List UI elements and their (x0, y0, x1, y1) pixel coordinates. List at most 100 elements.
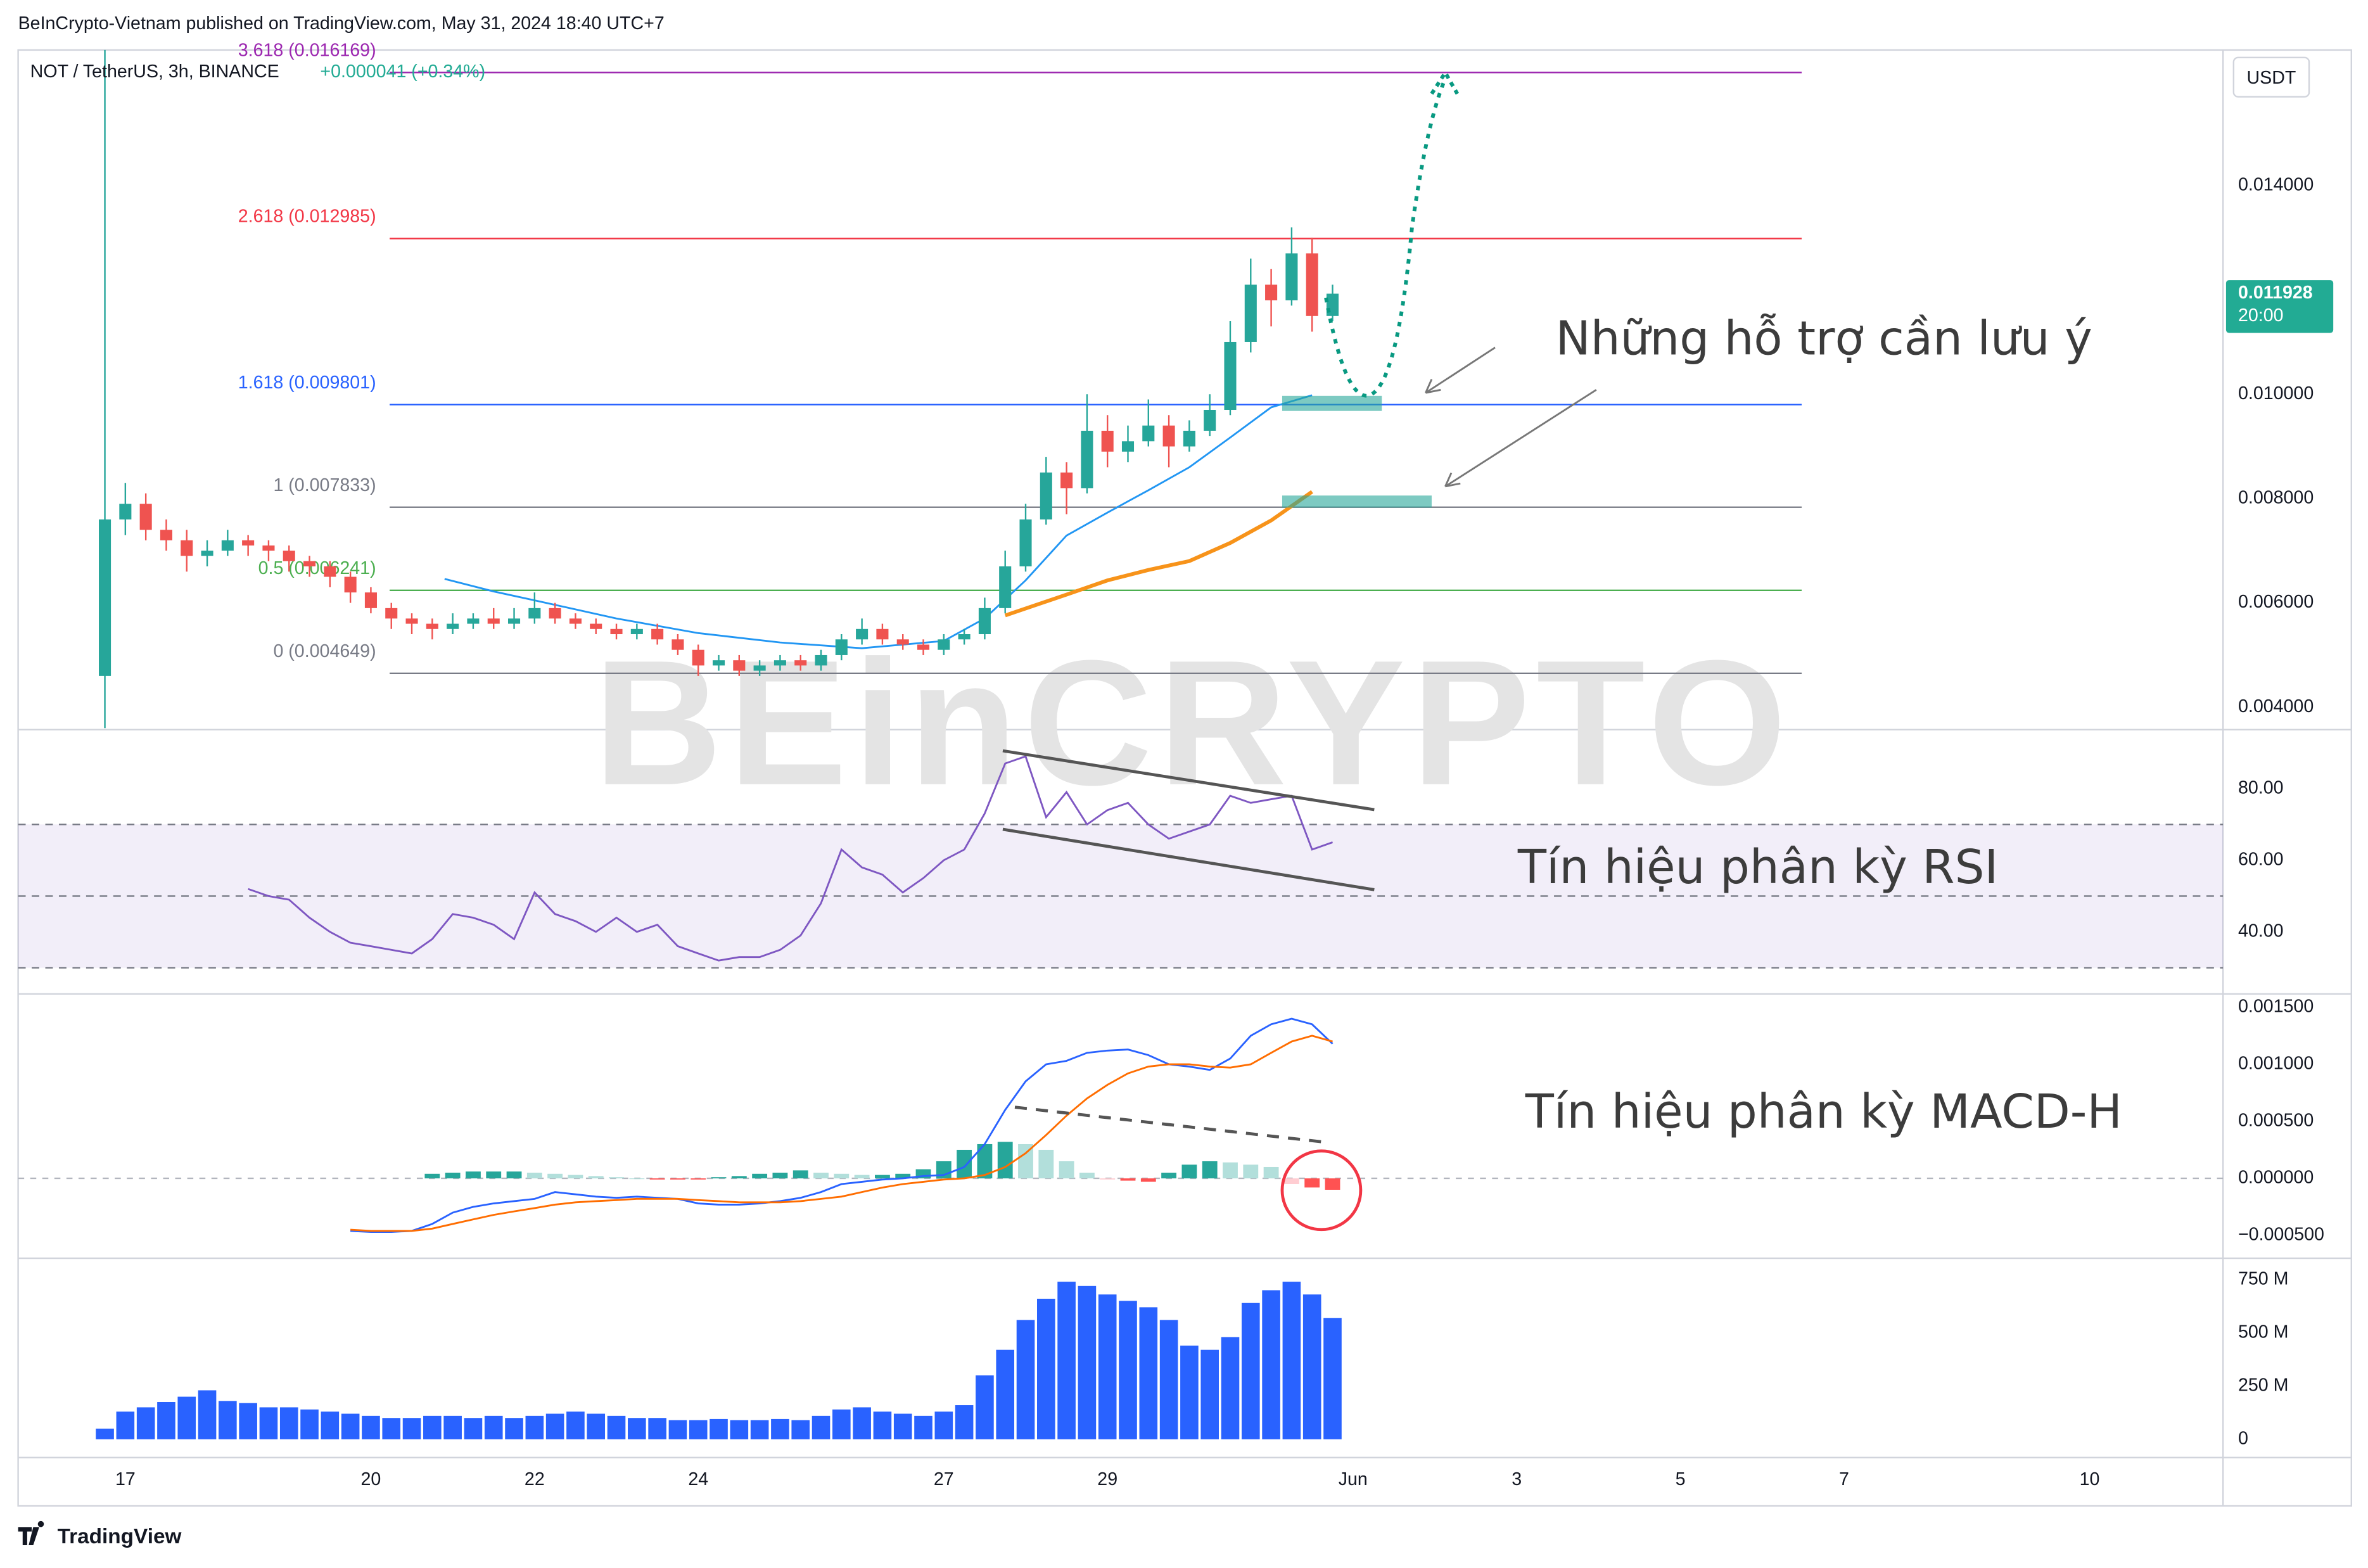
marks: 3.618 (0.016169) 2.618 (0.012985) 1.618 (0… (18, 41, 2334, 1489)
rsi-divergence-line (1002, 827, 1375, 891)
x-tick-label: 27 (934, 1469, 954, 1489)
candle-body (99, 519, 111, 676)
candle-body (1101, 430, 1114, 452)
candle-body (672, 639, 684, 650)
candle-body (528, 608, 541, 619)
candle-body (896, 639, 909, 645)
y-tick-label: 80.00 (2238, 777, 2284, 798)
candle-body (1306, 253, 1318, 316)
price-change: +0.000041 (+0.34%) (320, 61, 485, 82)
volume-bar (157, 1402, 175, 1439)
volume-bar (791, 1420, 810, 1439)
y-tick-label: 0.000500 (2238, 1111, 2314, 1131)
candle-body (1244, 284, 1257, 342)
y-tick-label: 0 (2238, 1428, 2248, 1448)
volume-bar (812, 1415, 831, 1439)
volume-bar (1057, 1282, 1076, 1439)
candle-body (262, 545, 275, 551)
candle-body (1081, 430, 1093, 488)
candle-body (1204, 409, 1216, 431)
volume-bar (239, 1403, 257, 1439)
macd-histogram-bar (1100, 1178, 1116, 1180)
candle-body (938, 639, 950, 650)
candle-body (385, 608, 398, 619)
candle-body (221, 540, 234, 551)
x-tick-label: 29 (1097, 1469, 1117, 1489)
x-tick-label: Jun (1339, 1469, 1368, 1489)
macd-divergence-line (1014, 1106, 1323, 1144)
volume-bar (750, 1420, 769, 1439)
macd-histogram-bar (1079, 1172, 1095, 1178)
volume-bar (279, 1407, 298, 1439)
macd-histogram-bar (711, 1177, 727, 1178)
volume-bar (832, 1409, 851, 1439)
volume-bar (1159, 1320, 1178, 1439)
macd-histogram-bar (813, 1172, 829, 1178)
candle-body (876, 628, 889, 640)
volume-bar (934, 1412, 953, 1439)
volume-bar (689, 1420, 708, 1439)
macd-histogram-bar (526, 1172, 542, 1178)
footer-brand: TradingView (58, 1525, 182, 1548)
candle-body (651, 628, 664, 640)
candle-body (201, 551, 213, 556)
y-tick-label: 0.008000 (2238, 488, 2314, 508)
projection-path (1324, 78, 1448, 398)
candle-body (160, 530, 172, 540)
volume-bar (710, 1418, 728, 1439)
volume-bar (464, 1418, 483, 1439)
volume-bar (1180, 1345, 1199, 1439)
level-label: 3.618 (0.016169) (238, 41, 376, 61)
macd-histogram-bar (609, 1177, 624, 1178)
macd-histogram-bar (445, 1172, 461, 1178)
candle-body (324, 566, 336, 577)
level-label: 0.5 (0.006241) (258, 558, 376, 578)
volume-bar (587, 1413, 606, 1439)
volume-bar (1221, 1337, 1240, 1439)
volume-bar (730, 1420, 749, 1439)
macd-histogram-bar (854, 1175, 870, 1178)
volume-bar (648, 1418, 666, 1439)
annotation: Tín hiệu phân kỳ MACD-H (1525, 1085, 2122, 1139)
macd-histogram-bar (466, 1171, 481, 1178)
currency-box[interactable] (2232, 56, 2310, 98)
candle-body (1265, 284, 1278, 301)
y-tick-label: 0.006000 (2238, 592, 2314, 612)
volume-bar (873, 1412, 892, 1439)
volume-bar (668, 1420, 687, 1439)
candle-body (856, 628, 869, 640)
volume-bar (402, 1418, 421, 1439)
support-zone (1282, 495, 1432, 508)
y-tick-label: 750 M (2238, 1268, 2288, 1289)
volume-bar (177, 1396, 196, 1439)
candle-body (569, 618, 582, 624)
candle-body (712, 660, 725, 666)
arrow (1425, 347, 1496, 394)
last-price-time: 20:00 (2238, 305, 2284, 326)
macd-histogram-bar (1161, 1172, 1177, 1178)
y-tick-label: −0.000500 (2238, 1225, 2324, 1245)
macd-histogram-bar (629, 1178, 645, 1180)
macd-histogram-bar (649, 1178, 665, 1180)
y-tick-label: 0.010000 (2238, 383, 2314, 404)
annotation: Tín hiệu phân kỳ RSI (1517, 840, 1999, 895)
moving-average (1004, 490, 1313, 618)
macd-histogram-bar (486, 1171, 502, 1178)
candle-body (958, 634, 971, 640)
currency[interactable]: USDT (2247, 68, 2296, 88)
level-label: 1 (0.007833) (273, 475, 376, 495)
volume-bar (1098, 1294, 1117, 1439)
volume-bar (136, 1407, 155, 1439)
candle-body (405, 618, 418, 624)
macd-histogram-bar (547, 1173, 563, 1178)
candle-body (1121, 441, 1135, 452)
volume-bar (116, 1412, 135, 1439)
volume-bar (1323, 1318, 1342, 1439)
candle-body (426, 623, 438, 629)
highlight-circle (1280, 1149, 1363, 1232)
macd-histogram-bar (670, 1178, 685, 1180)
y-tick-label: 40.00 (2238, 921, 2284, 941)
candle-body (753, 665, 766, 671)
volume-bar (259, 1407, 278, 1439)
